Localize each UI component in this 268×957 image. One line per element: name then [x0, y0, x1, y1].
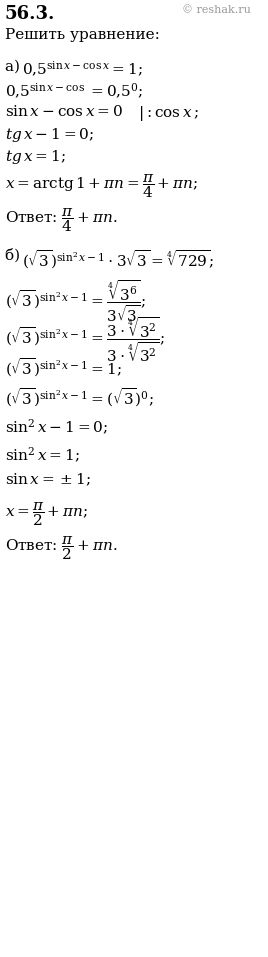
Text: $tg\,x-1=0;$: $tg\,x-1=0;$	[5, 126, 94, 144]
Text: $x=\mathrm{arctg}\,1+\pi n=\dfrac{\pi}{4}+\pi n;$: $x=\mathrm{arctg}\,1+\pi n=\dfrac{\pi}{4…	[5, 172, 198, 200]
Text: а): а)	[5, 60, 25, 74]
Text: $(\sqrt{3})^{\sin^2 x-1}\cdot 3\sqrt{3}=\sqrt[4]{729};$: $(\sqrt{3})^{\sin^2 x-1}\cdot 3\sqrt{3}=…	[22, 248, 214, 271]
Text: $\sin^2 x=1;$: $\sin^2 x=1;$	[5, 446, 80, 465]
Text: $0{,}5^{\sin x-\cos\,}=0{,}5^{0};$: $0{,}5^{\sin x-\cos\,}=0{,}5^{0};$	[5, 82, 143, 101]
Text: $(\sqrt{3})^{\sin^2 x-1}=1;$: $(\sqrt{3})^{\sin^2 x-1}=1;$	[5, 356, 122, 379]
Text: Ответ: $\dfrac{\pi}{4}+\pi n.$: Ответ: $\dfrac{\pi}{4}+\pi n.$	[5, 206, 118, 234]
Text: $0{,}5^{\sin x-\cos x}=1;$: $0{,}5^{\sin x-\cos x}=1;$	[22, 60, 142, 79]
Text: 56.3.: 56.3.	[5, 5, 55, 23]
Text: Ответ: $\dfrac{\pi}{2}+\pi n.$: Ответ: $\dfrac{\pi}{2}+\pi n.$	[5, 534, 118, 562]
Text: $(\sqrt{3})^{\sin^2 x-1}=\dfrac{\sqrt[4]{3^6}}{3\sqrt{3}};$: $(\sqrt{3})^{\sin^2 x-1}=\dfrac{\sqrt[4]…	[5, 278, 146, 323]
Text: $|:\cos x\,;$: $|:\cos x\,;$	[138, 104, 198, 123]
Text: © reshak.ru: © reshak.ru	[182, 5, 251, 15]
Text: $\sin x=\pm 1;$: $\sin x=\pm 1;$	[5, 472, 91, 488]
Text: б): б)	[5, 248, 25, 262]
Text: $\sin x-\cos x=0$: $\sin x-\cos x=0$	[5, 104, 123, 119]
Text: $tg\,x=1;$: $tg\,x=1;$	[5, 148, 66, 166]
Text: $(\sqrt{3})^{\sin^2 x-1}=\dfrac{3\cdot\sqrt[4]{3^2}}{3\cdot\sqrt[4]{3^2}};$: $(\sqrt{3})^{\sin^2 x-1}=\dfrac{3\cdot\s…	[5, 316, 165, 366]
Text: Решить уравнение:: Решить уравнение:	[5, 28, 160, 42]
Text: $\sin^2 x-1=0;$: $\sin^2 x-1=0;$	[5, 418, 108, 437]
Text: $(\sqrt{3})^{\sin^2 x-1}=(\sqrt{3})^{0};$: $(\sqrt{3})^{\sin^2 x-1}=(\sqrt{3})^{0};…	[5, 386, 154, 409]
Text: $x=\dfrac{\pi}{2}+\pi n;$: $x=\dfrac{\pi}{2}+\pi n;$	[5, 500, 88, 527]
